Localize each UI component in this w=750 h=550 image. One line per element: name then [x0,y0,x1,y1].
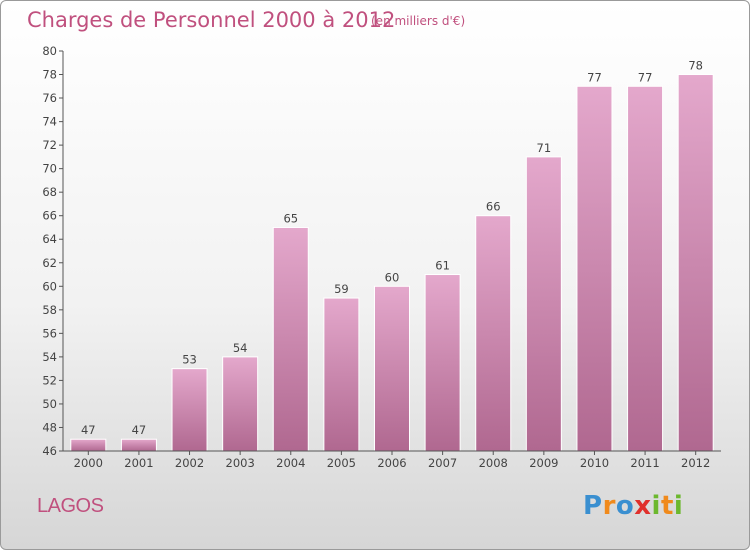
bar-value-label: 71 [537,141,552,155]
y-tick-label: 58 [42,303,57,317]
bars: 47 47 53 54 65 59 60 61 66 71 77 77 78 [70,59,714,452]
y-tick-label: 68 [42,185,57,199]
y-tick-label: 76 [42,91,57,105]
bar-value-label: 61 [435,259,450,273]
bar-value-label: 53 [182,353,197,367]
logo-letter: t [660,491,674,521]
y-tick-label: 78 [42,68,57,82]
x-tick-label: 2005 [327,456,356,470]
proxiti-logo: Proxiti [583,491,683,521]
bar-value-label: 60 [385,270,400,284]
x-tick-label: 2000 [74,456,103,470]
y-tick-label: 52 [42,373,57,387]
y-tick-label: 80 [42,44,57,58]
y-tick-label: 62 [42,256,57,270]
y-tick-label: 46 [42,444,57,458]
x-tick-label: 2003 [226,456,255,470]
bar-value-label: 77 [638,70,653,84]
bar [677,74,714,452]
y-tick-label: 66 [42,209,57,223]
bar-value-label: 78 [688,59,703,73]
bar-value-label: 54 [233,341,248,355]
logo-letter: r [602,491,616,521]
y-tick-label: 54 [42,350,57,364]
x-tick-label: 2004 [276,456,305,470]
bar [70,438,107,452]
bar [171,368,208,452]
y-tick-label: 74 [42,115,57,129]
y-tick-label: 48 [42,420,57,434]
chart-subtitle: (en milliers d'€) [371,14,465,28]
bar [475,215,512,452]
bar-value-label: 65 [283,211,298,225]
bar [525,156,562,452]
y-tick-label: 56 [42,326,57,340]
place-name: LAGOS [37,495,104,517]
logo-letter: x [634,491,652,521]
x-tick-label: 2010 [580,456,609,470]
logo-letter: o [615,491,635,521]
y-tick-label: 50 [42,397,57,411]
bar-value-label: 47 [81,423,96,437]
bar [222,356,259,452]
bar [627,85,664,452]
logo-letter: i [673,491,684,521]
x-tick-label: 2001 [124,456,153,470]
bar [424,274,461,452]
bar [374,285,410,452]
y-axis: 46 48 50 52 54 56 58 60 62 64 66 68 70 72 74 76 78 80 [42,44,64,458]
x-tick-label: 2012 [681,456,710,470]
x-tick-label: 2006 [377,456,406,470]
bar-value-label: 59 [334,282,349,296]
y-tick-label: 72 [42,138,57,152]
y-tick-label: 60 [42,279,57,293]
bar-value-label: 66 [486,200,501,214]
bar [120,438,157,452]
y-tick-label: 70 [42,162,57,176]
bar-value-label: 77 [587,70,602,84]
x-tick-label: 2011 [630,456,659,470]
x-tick-label: 2008 [479,456,508,470]
chart-title: Charges de Personnel 2000 à 2012 [27,8,395,32]
logo-letter: P [583,491,603,521]
logo-letter: i [651,491,661,521]
bar-value-label: 47 [132,423,147,437]
x-tick-label: 2009 [529,456,558,470]
x-tick-label: 2002 [175,456,204,470]
bar [272,226,309,452]
x-axis: 2000 2001 2002 2003 2004 2005 2006 2007 2008 2009… [63,450,721,470]
y-tick-label: 64 [42,232,57,246]
x-tick-label: 2007 [428,456,457,470]
bar [323,297,360,452]
bar [576,85,613,452]
